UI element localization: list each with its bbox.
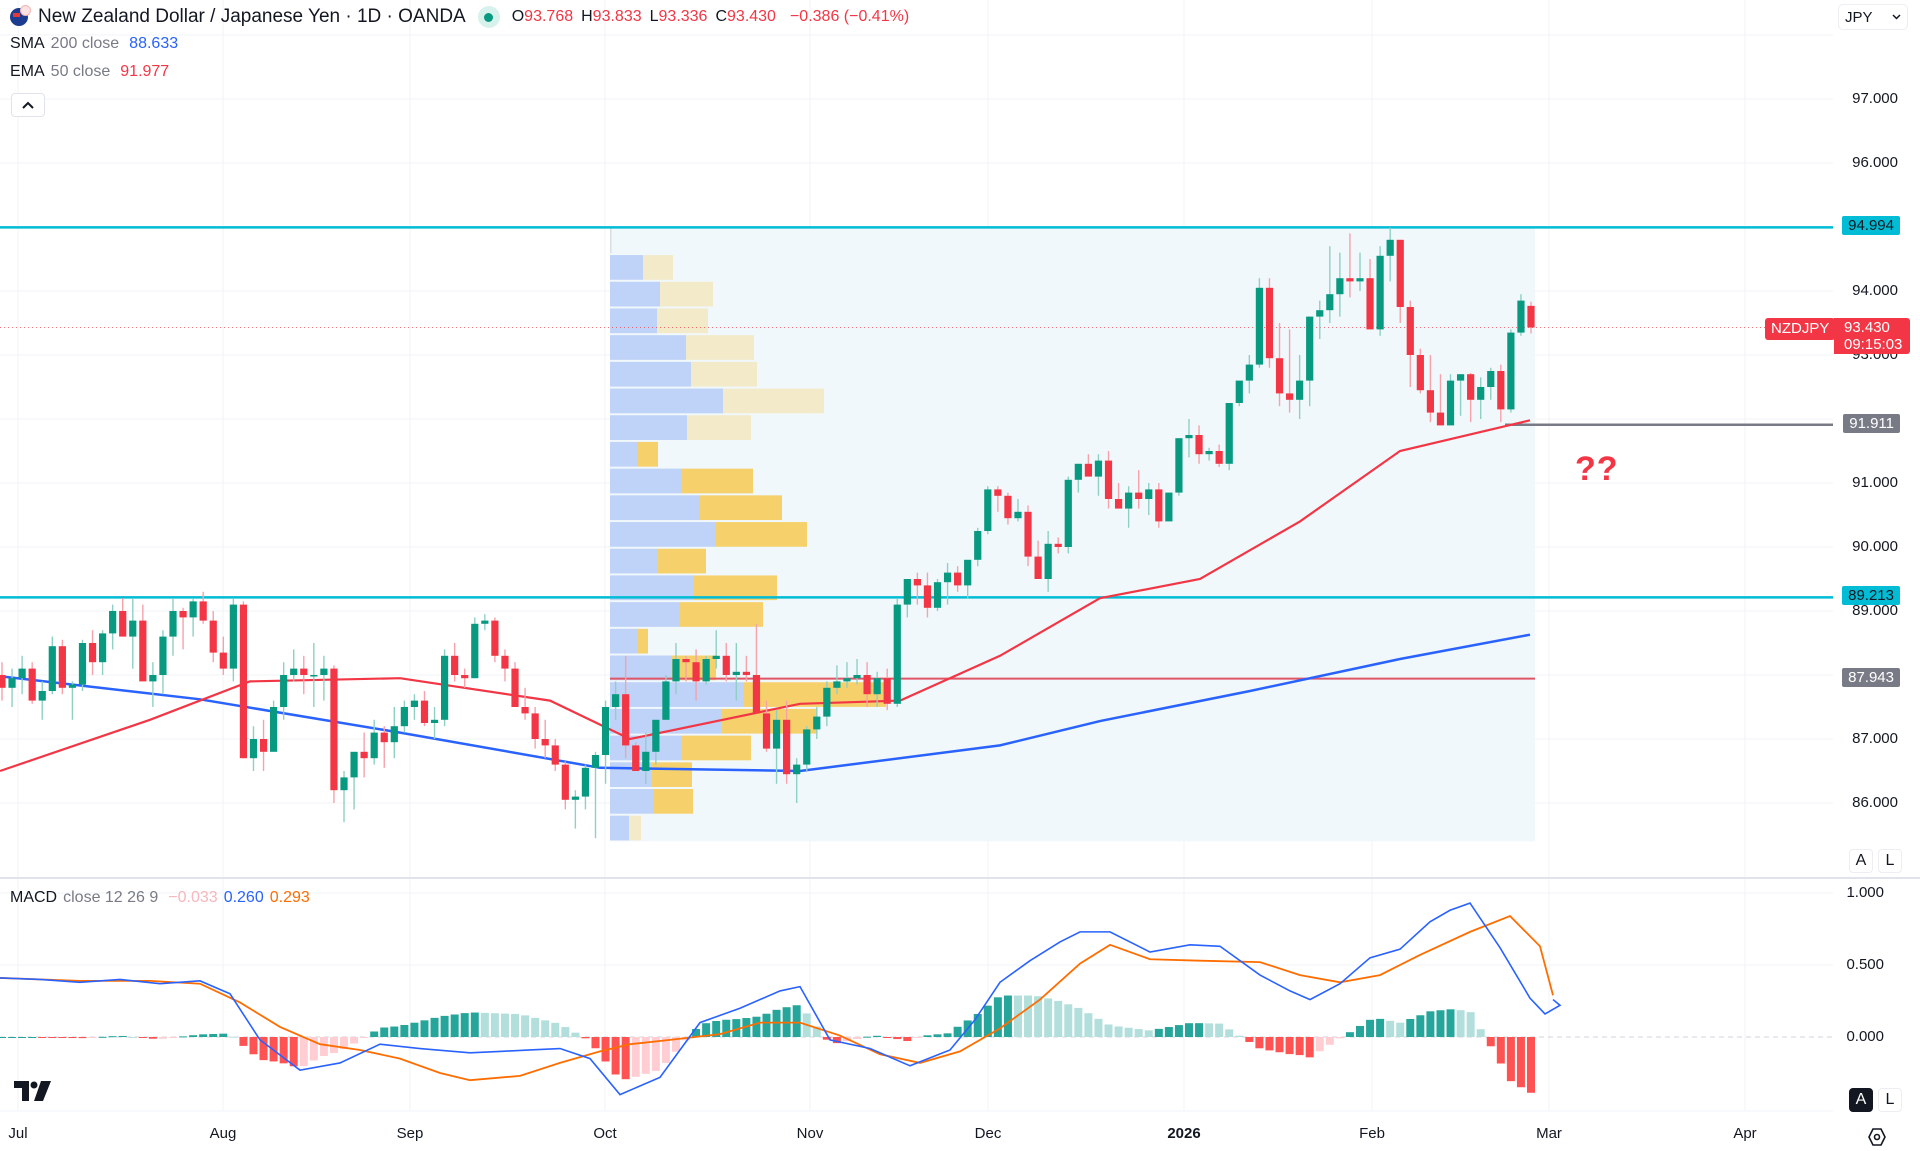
- ohlc-values: O93.768 H93.833 L93.336 C93.430: [511, 8, 776, 25]
- time-tick: Nov: [796, 1125, 824, 1142]
- price-tick: 89.000: [1852, 602, 1898, 619]
- symbol-title[interactable]: New Zealand Dollar / Japanese Yen · 1D ·…: [38, 6, 466, 27]
- time-tick: Sep: [396, 1125, 424, 1142]
- macd-tick: 0.500: [1846, 956, 1884, 973]
- nz-flag-icon: [10, 5, 31, 26]
- ema-legend[interactable]: EMA 50 close 91.977: [10, 63, 169, 81]
- log-scale-button[interactable]: L: [1878, 849, 1902, 873]
- price-tick: 87.000: [1852, 730, 1898, 747]
- symbol-price-tag: NZDJPY: [1765, 318, 1836, 340]
- price-tick: 97.000: [1852, 90, 1898, 107]
- macd-name: MACD: [10, 889, 58, 906]
- tradingview-logo-icon[interactable]: [14, 1081, 52, 1101]
- bar-countdown: 09:15:03: [1844, 336, 1903, 353]
- macd-legend[interactable]: MACD close 12 26 9 −0.033 0.260 0.293: [10, 889, 310, 907]
- price-change: −0.386 (−0.41%): [789, 8, 910, 25]
- time-tick: Apr: [1733, 1125, 1757, 1142]
- market-open-icon: [477, 6, 500, 28]
- time-tick: Jul: [8, 1125, 28, 1142]
- time-tick: Dec: [974, 1125, 1002, 1142]
- sma-legend[interactable]: SMA 200 close 88.633: [10, 35, 178, 53]
- time-tick: Feb: [1359, 1125, 1385, 1142]
- macd-auto-scale-button[interactable]: A: [1849, 1088, 1873, 1112]
- macd-tick: 1.000: [1846, 884, 1884, 901]
- price-tick: 96.000: [1852, 154, 1898, 171]
- price-tick: 94.000: [1852, 282, 1898, 299]
- current-price: 93.430: [1844, 319, 1890, 336]
- macd-log-scale-button[interactable]: L: [1878, 1088, 1902, 1112]
- symbol-legend: New Zealand Dollar / Japanese Yen · 1D ·…: [10, 5, 910, 28]
- level-price-tag: 94.994: [1842, 216, 1900, 236]
- collapse-legend-button[interactable]: [11, 93, 45, 117]
- price-tick: 90.000: [1852, 538, 1898, 555]
- ema-name: EMA: [10, 63, 45, 80]
- time-tick: Aug: [209, 1125, 237, 1142]
- macd-signal-value: 0.293: [269, 889, 310, 906]
- macd-tick: 0.000: [1846, 1028, 1884, 1045]
- settings-icon[interactable]: [1866, 1126, 1888, 1148]
- question-annotation[interactable]: ??: [1575, 450, 1619, 488]
- ema-params: 50 close: [50, 63, 111, 80]
- ema-value: 91.977: [120, 63, 170, 80]
- current-price-tag: 93.430 09:15:03: [1834, 318, 1910, 354]
- currency-value: JPY: [1845, 8, 1873, 26]
- macd-params: close 12 26 9: [63, 889, 159, 906]
- time-tick: Mar: [1536, 1125, 1562, 1142]
- currency-select[interactable]: JPY: [1838, 4, 1908, 30]
- level-price-tag: 89.213: [1842, 586, 1900, 606]
- auto-scale-button[interactable]: A: [1849, 849, 1873, 873]
- sma-name: SMA: [10, 35, 45, 52]
- time-tick: 2026: [1167, 1125, 1201, 1142]
- price-tick: 86.000: [1852, 794, 1898, 811]
- sma-params: 200 close: [50, 35, 120, 52]
- chevron-up-icon: [22, 101, 34, 109]
- macd-hist-value: −0.033: [168, 889, 218, 906]
- price-tick: 91.000: [1852, 474, 1898, 491]
- macd-value: 0.260: [223, 889, 264, 906]
- level-price-tag: 87.943: [1842, 667, 1900, 687]
- time-tick: Oct: [593, 1125, 617, 1142]
- sma-value: 88.633: [129, 35, 179, 52]
- level-price-tag: 91.911: [1843, 413, 1900, 433]
- chevron-down-icon: [1892, 14, 1901, 20]
